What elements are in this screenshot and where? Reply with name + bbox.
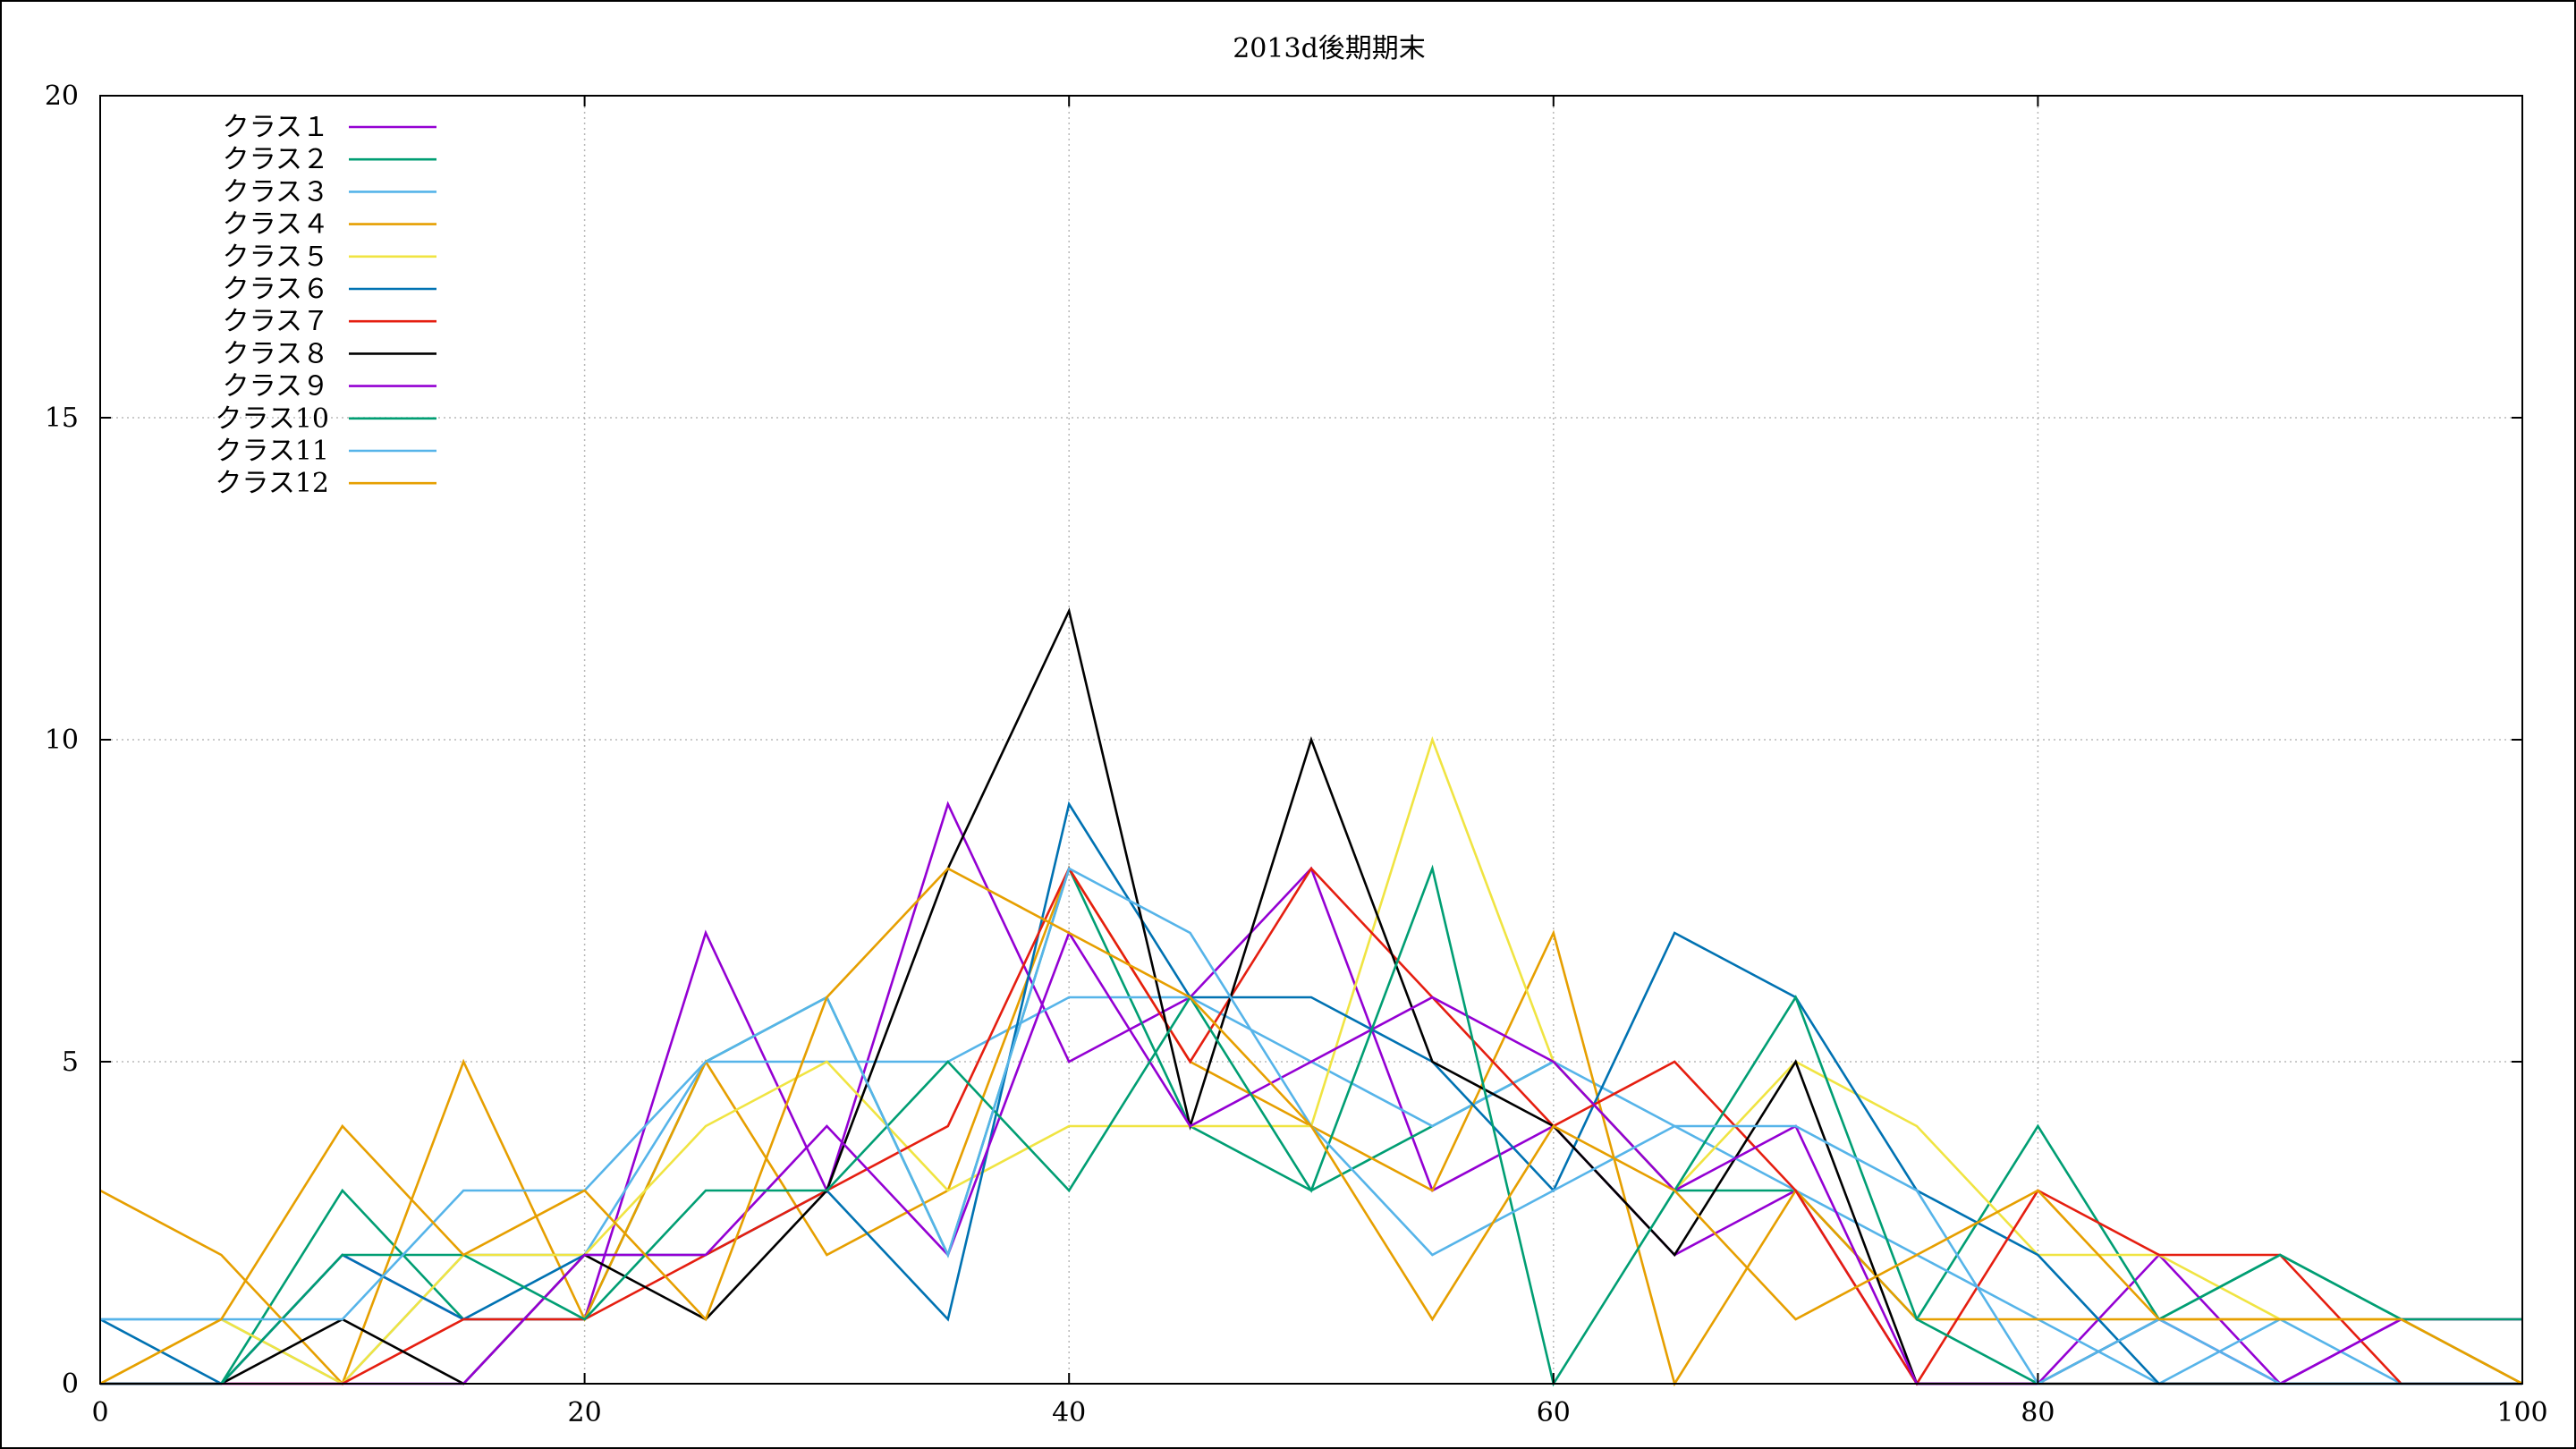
legend-label: クラス８	[223, 338, 329, 369]
legend-label: クラス６	[223, 274, 329, 305]
series-line-1	[100, 801, 2522, 1385]
y-tick-label: 0	[62, 1368, 79, 1400]
legend-label: クラス12	[215, 468, 329, 499]
axis-ticks: 0 20 40 60 80 100 0 5 10 15 20	[45, 80, 2548, 1428]
legend-label: クラス９	[223, 371, 329, 402]
y-tick-label: 15	[45, 402, 79, 434]
legend-label: クラス１	[223, 112, 329, 143]
legend: クラス１クラス２クラス３クラス４クラス５クラス６クラス７クラス８クラス９クラス1…	[215, 112, 436, 499]
legend-label: クラス５	[223, 242, 329, 273]
y-tick-label: 20	[45, 80, 79, 112]
legend-label: クラス11	[215, 436, 329, 467]
x-tick-label: 20	[568, 1397, 602, 1428]
series-line-9	[100, 930, 2522, 1385]
legend-label: クラス３	[223, 176, 329, 208]
legend-label: クラス７	[223, 306, 329, 337]
chart-title: 2013d後期期末	[1233, 33, 1426, 64]
x-tick-label: 60	[1537, 1397, 1571, 1428]
x-tick-label: 100	[2496, 1397, 2547, 1428]
x-tick-label: 80	[2021, 1397, 2055, 1428]
grid	[100, 96, 2522, 1384]
legend-label: クラス10	[215, 403, 329, 435]
series-line-6	[99, 801, 2522, 1385]
y-tick-label: 10	[45, 724, 79, 756]
series-lines	[99, 607, 2523, 1387]
series-line-12	[99, 867, 2523, 1385]
series-line-7	[100, 866, 2522, 1386]
x-tick-label: 0	[91, 1397, 108, 1428]
y-tick-label: 5	[62, 1046, 79, 1078]
x-tick-label: 40	[1052, 1397, 1086, 1428]
legend-label: クラス２	[223, 144, 329, 175]
legend-label: クラス４	[223, 209, 329, 241]
